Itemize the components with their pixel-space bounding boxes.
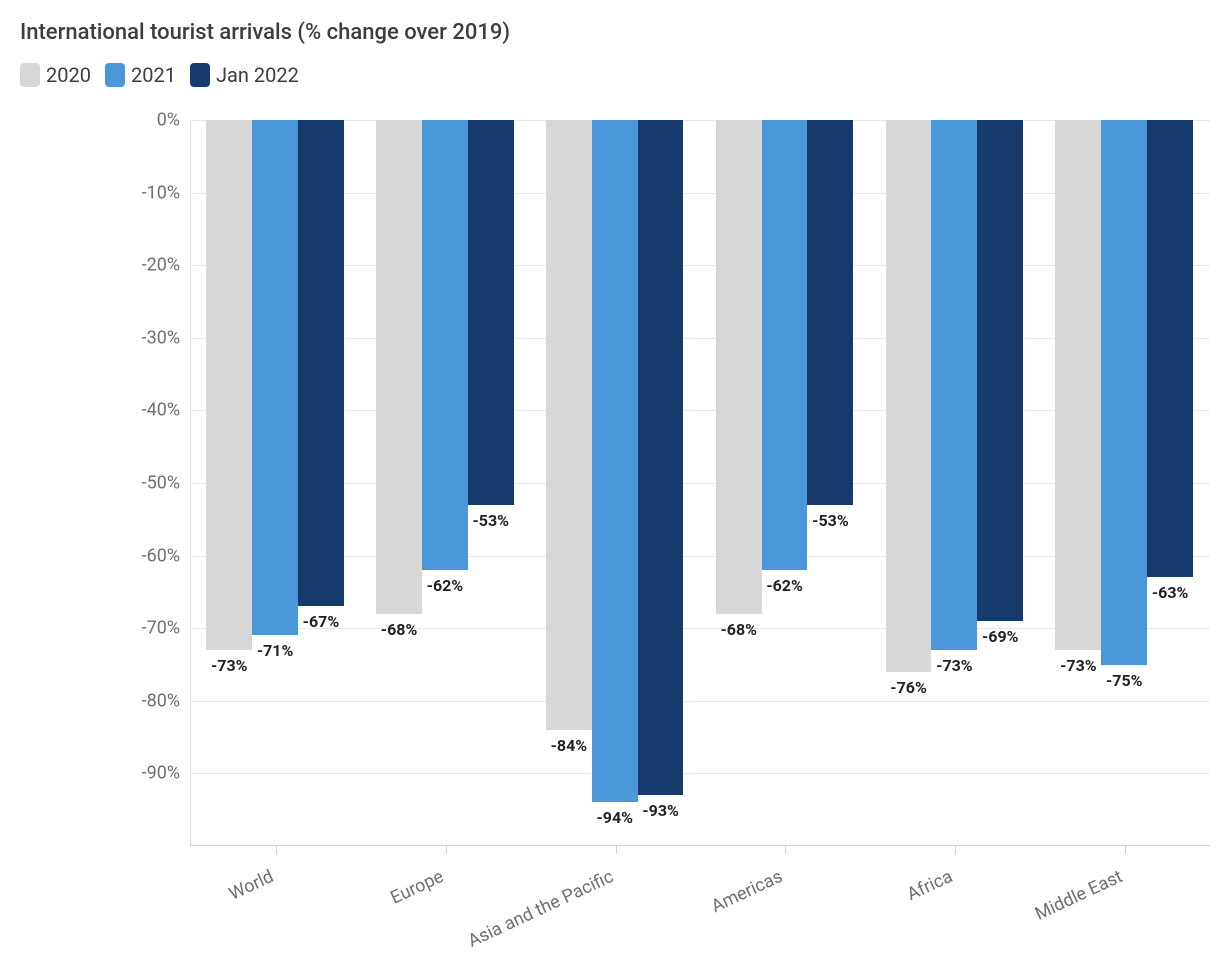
bar [376, 120, 422, 614]
bar [807, 120, 853, 505]
y-tick-label: 0% [157, 110, 180, 131]
bar-value-label: -53% [473, 511, 510, 530]
chart-title: International tourist arrivals (% change… [20, 20, 1210, 45]
category-group: -73%-71%-67%World [191, 120, 361, 846]
bar [546, 120, 592, 730]
legend-label-2021: 2021 [131, 63, 176, 87]
legend-item-2020: 2020 [20, 63, 91, 87]
y-tick-label: -80% [142, 690, 180, 711]
bar [762, 120, 808, 570]
legend-swatch-2020 [20, 63, 40, 87]
bar [1055, 120, 1101, 650]
y-tick-label: -90% [142, 763, 180, 784]
category-group: -76%-73%-69%Africa [870, 120, 1040, 846]
bar [977, 120, 1023, 621]
chart-area: 0%-10%-20%-30%-40%-50%-60%-70%-80%-90% -… [20, 120, 1210, 956]
y-tick-label: -30% [142, 327, 180, 348]
bar-value-label: -62% [766, 576, 803, 595]
y-tick-label: -60% [142, 545, 180, 566]
y-tick-label: -40% [142, 400, 180, 421]
bar-value-label: -69% [982, 627, 1019, 646]
category-group: -73%-75%-63%Middle East [1040, 120, 1210, 846]
bar [638, 120, 684, 795]
legend-label-jan-2022: Jan 2022 [216, 63, 299, 87]
y-tick-label: -10% [142, 182, 180, 203]
bar-value-label: -94% [596, 808, 633, 827]
x-tick-label: Middle East [1117, 826, 1211, 885]
bar-value-label: -93% [642, 801, 679, 820]
legend: 2020 2021 Jan 2022 [20, 63, 1210, 87]
bar [206, 120, 252, 650]
y-axis: 0%-10%-20%-30%-40%-50%-60%-70%-80%-90% [20, 120, 190, 846]
bar [931, 120, 977, 650]
bar [716, 120, 762, 614]
bar [592, 120, 638, 802]
bar [252, 120, 298, 635]
y-tick-label: -20% [142, 255, 180, 276]
x-tick-label: World [268, 846, 319, 885]
x-tick-label: Africa [947, 846, 999, 885]
bar-value-label: -67% [303, 612, 340, 631]
bar-value-label: -84% [551, 736, 588, 755]
bar [468, 120, 514, 505]
bar-value-label: -62% [427, 576, 464, 595]
legend-item-jan-2022: Jan 2022 [190, 63, 299, 87]
legend-item-2021: 2021 [105, 63, 176, 87]
bar-value-label: -75% [1106, 671, 1143, 690]
legend-swatch-jan-2022 [190, 63, 210, 87]
y-tick-label: -70% [142, 618, 180, 639]
y-tick-label: -50% [142, 473, 180, 494]
bar [298, 120, 344, 606]
legend-label-2020: 2020 [46, 63, 91, 87]
bar [1147, 120, 1193, 577]
bar [422, 120, 468, 570]
x-tick-label: Europe [438, 842, 498, 885]
plot-area: -73%-71%-67%World-68%-62%-53%Europe-84%-… [190, 120, 1210, 846]
bar-value-label: -73% [936, 656, 973, 675]
bar [1101, 120, 1147, 665]
chart-container: International tourist arrivals (% change… [0, 0, 1230, 976]
category-group: -68%-62%-53%Americas [701, 120, 871, 846]
category-group: -68%-62%-53%Europe [361, 120, 531, 846]
bar-value-label: -73% [211, 656, 248, 675]
bar-value-label: -68% [381, 620, 418, 639]
bar-value-label: -63% [1152, 583, 1189, 602]
x-tick-label: Americas [777, 834, 855, 885]
bar [886, 120, 932, 672]
bar-value-label: -73% [1060, 656, 1097, 675]
bar-value-label: -71% [257, 641, 294, 660]
bar-value-label: -68% [720, 620, 757, 639]
bar-value-label: -76% [890, 678, 927, 697]
category-group: -84%-94%-93%Asia and the Pacific [531, 120, 701, 846]
bar-value-label: -53% [812, 511, 849, 530]
legend-swatch-2021 [105, 63, 125, 87]
